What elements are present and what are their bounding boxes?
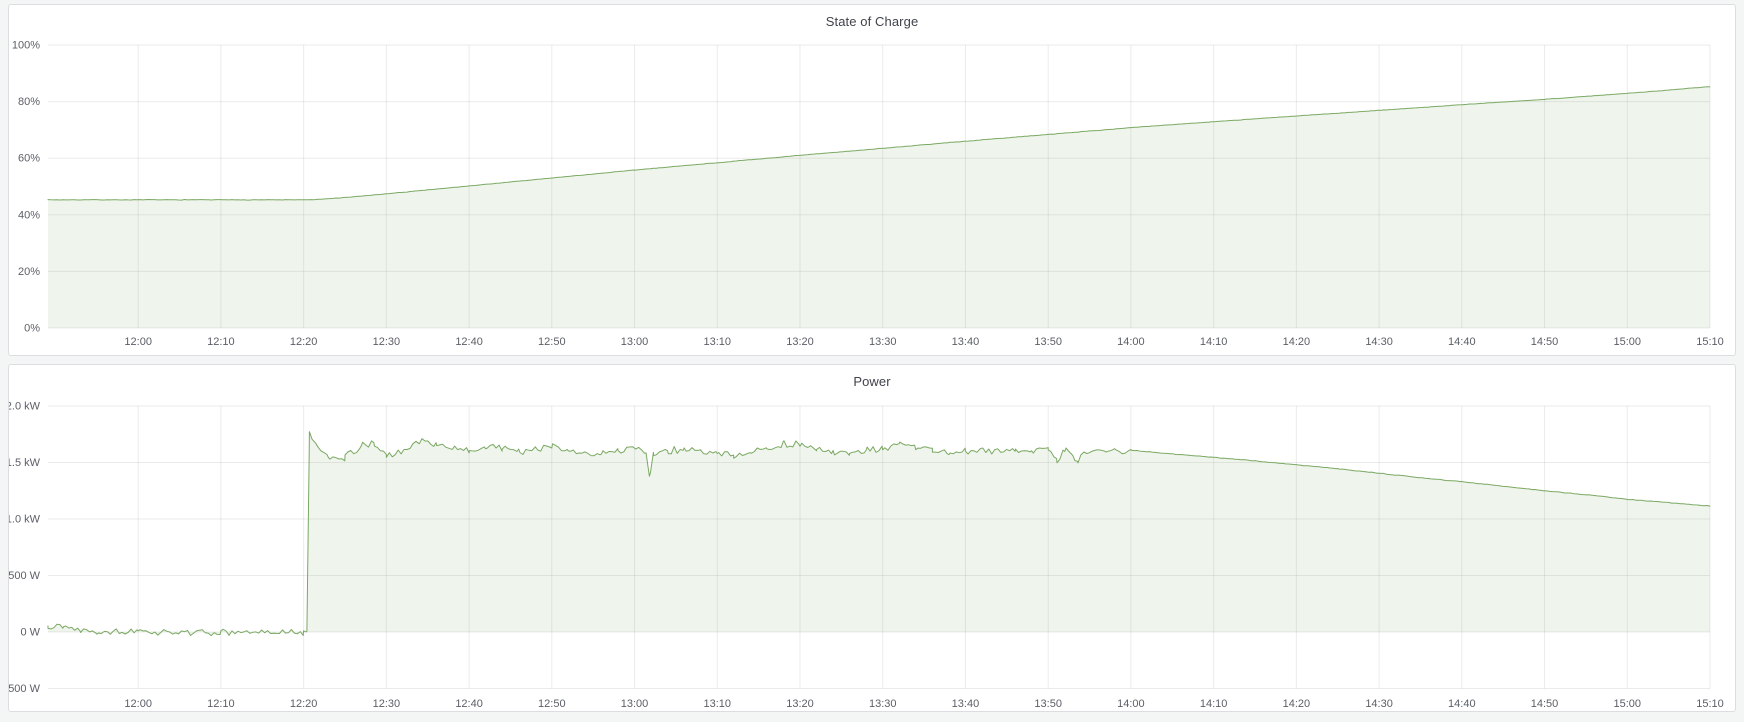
panel-title[interactable]: Power	[853, 373, 891, 389]
x-axis-tick-label: 13:20	[786, 698, 814, 710]
x-axis-tick-label: 12:40	[455, 336, 483, 348]
series-area-fill	[48, 431, 1710, 636]
x-axis-tick-label: 15:00	[1614, 336, 1642, 348]
series-area-fill	[48, 86, 1710, 328]
panel-title[interactable]: State of Charge	[825, 13, 919, 29]
panel-state-of-charge: State of Charge 0% 20% 40% 60% 80% 100% 12:00 1…	[8, 4, 1736, 356]
x-axis-tick-label: 12:20	[290, 698, 318, 710]
x-axis-tick-label: 13:10	[704, 698, 732, 710]
series-line	[47, 431, 1711, 637]
x-axis-tick-label: 14:30	[1365, 336, 1393, 348]
y-axis-tick-label: 2.0 kW	[9, 401, 41, 413]
x-axis-tick-label: 14:30	[1365, 698, 1393, 710]
x-axis-tick-label: 14:00	[1117, 698, 1145, 710]
y-axis-tick-label: 0 W	[20, 627, 40, 639]
x-axis-tick-label: 13:00	[621, 698, 649, 710]
y-axis-tick-label: 1.5 kW	[9, 457, 41, 469]
y-axis-tick-label: 40%	[18, 209, 40, 221]
x-axis-tick-label: 14:10	[1200, 336, 1228, 348]
x-axis-tick-label: 12:10	[207, 698, 235, 710]
x-axis-tick-label: 13:30	[869, 336, 897, 348]
x-axis-tick-label: 13:40	[952, 336, 980, 348]
x-axis-tick-label: 12:30	[373, 698, 401, 710]
y-axis-tick-label: 80%	[18, 96, 40, 108]
panel-power: Power -500 W 0 W 500 W 1.0 kW 1.5 kW 2.0 kW 12…	[8, 364, 1736, 712]
y-axis-tick-label: 100%	[12, 40, 40, 52]
x-axis-tick-label: 15:10	[1696, 336, 1724, 348]
state-of-charge-chart[interactable]: 0% 20% 40% 60% 80% 100% 12:00 12:10 12:20 12:30 12…	[9, 5, 1735, 355]
y-axis-tick-label: 500 W	[9, 570, 41, 582]
y-axis-tick-label: 60%	[18, 153, 40, 165]
x-axis-tick-label: 12:50	[538, 336, 566, 348]
x-axis-tick-label: 13:40	[952, 698, 980, 710]
x-axis-tick-label: 14:50	[1531, 336, 1559, 348]
x-axis-tick-label: 12:10	[207, 336, 235, 348]
x-axis-tick-label: 13:00	[621, 336, 649, 348]
power-chart[interactable]: -500 W 0 W 500 W 1.0 kW 1.5 kW 2.0 kW 12:00 12:…	[9, 365, 1735, 711]
x-axis-tick-label: 12:40	[455, 698, 483, 710]
series-line	[47, 86, 1711, 201]
x-axis-tick-label: 14:20	[1283, 336, 1311, 348]
x-axis-tick-label: 14:20	[1283, 698, 1311, 710]
x-axis-tick-label: 13:50	[1034, 698, 1062, 710]
x-axis-tick-label: 12:50	[538, 698, 566, 710]
x-axis-tick-label: 14:50	[1531, 698, 1559, 710]
x-axis-tick-label: 14:40	[1448, 336, 1476, 348]
y-axis-tick-label: 1.0 kW	[9, 514, 41, 526]
x-axis-tick-label: 12:30	[373, 336, 401, 348]
x-axis-tick-label: 15:00	[1614, 698, 1642, 710]
x-axis-tick-label: 14:00	[1117, 336, 1145, 348]
x-axis-tick-label: 13:10	[704, 336, 732, 348]
y-axis-tick-label: 0%	[24, 323, 40, 335]
x-axis-tick-label: 13:20	[786, 336, 814, 348]
x-axis-tick-label: 14:40	[1448, 698, 1476, 710]
y-axis-tick-label: -500 W	[9, 683, 41, 695]
x-axis-tick-label: 12:20	[290, 336, 318, 348]
y-axis-tick-label: 20%	[18, 266, 40, 278]
x-axis-tick-label: 12:00	[124, 698, 152, 710]
x-axis-tick-label: 14:10	[1200, 698, 1228, 710]
x-axis-tick-label: 15:10	[1696, 698, 1724, 710]
x-axis-tick-label: 12:00	[124, 336, 152, 348]
x-axis-tick-label: 13:30	[869, 698, 897, 710]
x-axis-tick-label: 13:50	[1034, 336, 1062, 348]
